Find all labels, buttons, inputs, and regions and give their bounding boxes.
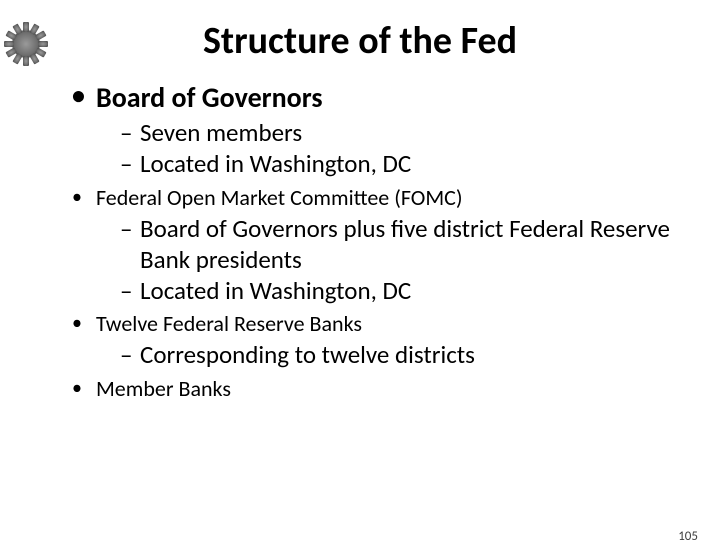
sub-label: Board of Governors plus five district Fe… (140, 213, 670, 275)
bullet-label: Member Banks (96, 375, 231, 402)
bullet-level2: Located in Washington, DC (72, 148, 680, 179)
gear-icon (2, 20, 50, 68)
bullet-level2: Seven members (72, 117, 680, 148)
bullet-level1: Federal Open Market Committee (FOMC) (72, 184, 680, 211)
bullet-level2: Located in Washington, DC (72, 275, 680, 306)
bullet-level2: Board of Governors plus five district Fe… (72, 213, 680, 276)
bullet-label: Federal Open Market Committee (FOMC) (96, 184, 463, 211)
sub-label: Corresponding to twelve districts (140, 339, 475, 370)
bullet-level1: Board of Governors (72, 80, 680, 115)
bullet-label: Twelve Federal Reserve Banks (96, 310, 362, 337)
bullet-label: Board of Governors (96, 80, 323, 115)
bullet-level1: Member Banks (72, 375, 680, 402)
sub-label: Located in Washington, DC (140, 275, 411, 306)
sub-label: Seven members (140, 117, 302, 148)
page-number: 105 (678, 529, 698, 544)
sub-label: Located in Washington, DC (140, 148, 411, 179)
bullet-level1: Twelve Federal Reserve Banks (72, 310, 680, 337)
slide-title: Structure of the Fed (0, 18, 720, 64)
slide-content: Board of GovernorsSeven membersLocated i… (0, 80, 720, 402)
bullet-level2: Corresponding to twelve districts (72, 339, 680, 370)
